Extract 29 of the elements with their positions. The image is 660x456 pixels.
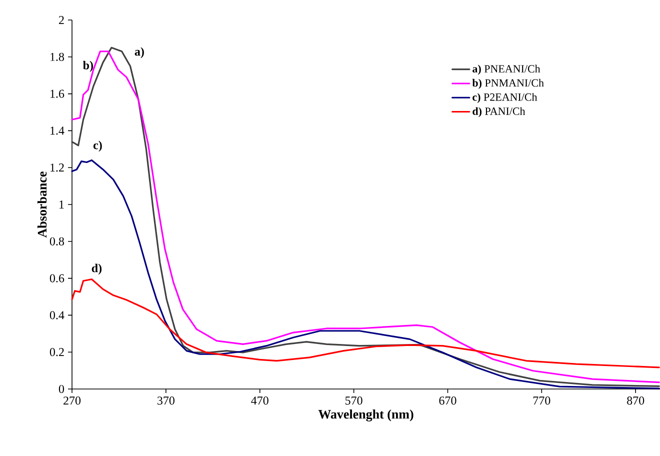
y-tick-label: 2 <box>59 16 64 24</box>
y-tick-label: 1.6 <box>50 90 64 98</box>
y-tick-label: 1.8 <box>50 52 64 61</box>
y-tick-label: 1.4 <box>50 126 64 135</box>
x-tick-label: 370 <box>158 396 174 405</box>
y-tick-label: 0.6 <box>50 274 64 282</box>
annotation: b) <box>83 60 93 72</box>
legend-label: b) PNMANI/Ch <box>472 78 544 89</box>
x-tick-label: 270 <box>64 396 81 405</box>
annotation: a) <box>134 47 144 58</box>
y-tick-label: 1 <box>60 200 64 208</box>
legend-label: d) PANI/Ch <box>472 107 526 118</box>
y-tick-label: 0 <box>58 384 64 394</box>
x-tick-label: 470 <box>251 396 268 405</box>
y-tick-label: 0.2 <box>50 348 64 356</box>
y-tick-label: 1.2 <box>50 164 64 172</box>
annotation: d) <box>92 264 102 275</box>
x-tick-label: 870 <box>627 396 644 405</box>
y-tick-label: 0.4 <box>50 311 64 320</box>
legend-label: a) PNEANI/Ch <box>472 64 540 75</box>
x-tick-label: 670 <box>439 396 456 405</box>
y-axis-title: Absorbance <box>37 172 47 238</box>
x-tick-label: 770 <box>533 396 550 405</box>
annotation: c) <box>93 140 102 152</box>
line-series <box>71 278 660 368</box>
legend-label: c) P2EANI/Ch <box>472 93 538 104</box>
x-tick-label: 570 <box>345 396 362 405</box>
y-tick-label: 0.8 <box>50 237 64 246</box>
x-axis-title: Wavelenght (nm) <box>318 410 414 422</box>
